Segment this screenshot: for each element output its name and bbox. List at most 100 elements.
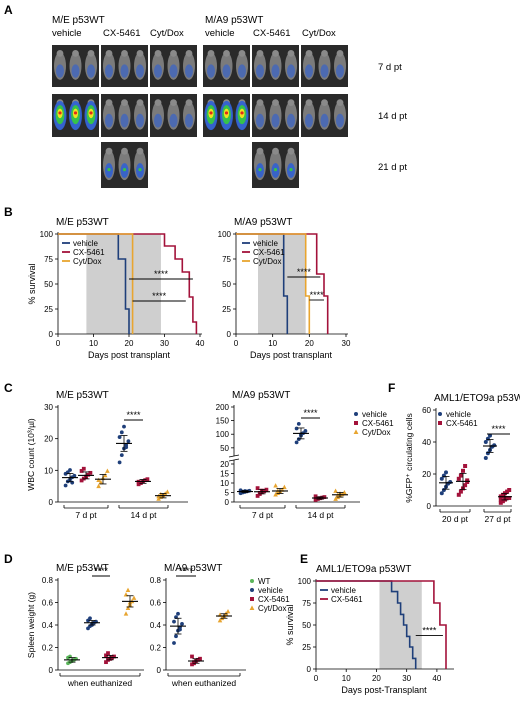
significance-label: **** <box>154 269 169 279</box>
legend-label: CX-5461 <box>73 248 105 257</box>
y-tick-label: 0 <box>49 666 54 675</box>
signal-green <box>289 168 293 172</box>
marker-cx5461 <box>79 469 84 473</box>
marker-cx5461 <box>507 488 512 492</box>
marker-cx5461 <box>313 498 318 502</box>
marker-cx5461 <box>196 657 200 662</box>
marker-cx5461 <box>498 500 503 505</box>
axis-break-mark <box>228 454 240 458</box>
marker-vehicle <box>176 611 180 616</box>
signal-blue <box>120 113 129 128</box>
mouse-head <box>121 50 128 57</box>
y-tick-label: 100 <box>216 430 230 439</box>
y-tick-label: 15 <box>220 470 229 479</box>
chart-b-me-survival: M/E p53WT 0 25 50 75 100 0 10 20 30 40 Days post tr… <box>27 217 205 360</box>
marker-cx5461 <box>136 482 141 487</box>
signal-blue <box>136 113 144 128</box>
signal-blue <box>185 64 193 78</box>
chart-title: M/A9 p53WT <box>232 390 290 401</box>
y-tick-label: 150 <box>216 417 230 426</box>
mouse-head <box>256 50 264 57</box>
marker-cx5461 <box>505 489 510 494</box>
signal-red <box>89 111 93 115</box>
panel-a-me-cx5461: CX-5461 <box>103 28 141 39</box>
y-tick-label: 0 <box>227 330 232 339</box>
axis-break <box>229 456 239 460</box>
marker-vehicle <box>354 412 358 416</box>
marker-vehicle <box>180 621 184 626</box>
marker-cytdox <box>275 490 281 495</box>
chart-b-ma9-survival: M/A9 p53WT 0 25 50 75 100 0 10 20 30 Days post tra… <box>218 217 351 360</box>
y-tick-label: 0 <box>49 330 54 339</box>
marker-cytdox <box>225 609 231 614</box>
mouse-head <box>185 50 193 57</box>
legend-label: Cyt/Dox <box>253 257 281 266</box>
legend-label: CX-5461 <box>258 595 290 604</box>
significance-label: **** <box>303 408 318 418</box>
marker-cx5461 <box>198 656 202 661</box>
marker-cx5461 <box>79 478 84 483</box>
y-tick-label: 75 <box>302 599 311 608</box>
x-tick-label: 30 <box>402 674 411 683</box>
significance-label: **** <box>297 267 312 277</box>
mouse-head <box>272 50 279 57</box>
y-tick-label: 100 <box>40 230 54 239</box>
marker-vehicle <box>72 473 77 478</box>
marker-cx5461 <box>106 651 110 656</box>
treatment-window <box>258 234 306 334</box>
significance-label: **** <box>422 626 437 636</box>
marker-vehicle <box>439 476 444 481</box>
mouse-head <box>272 99 279 106</box>
y-tick-label: 0.4 <box>150 621 162 630</box>
chart-title: M/E p53WT <box>56 563 109 574</box>
mouse-head <box>256 147 264 155</box>
mouse-head <box>154 50 162 57</box>
marker-cx5461 <box>456 492 461 497</box>
group-label: when euthanized <box>171 678 237 688</box>
group-label: 14 d pt <box>308 510 335 520</box>
x-axis-label: Days post transplant <box>250 350 333 360</box>
marker-vehicle <box>492 443 497 448</box>
y-tick-label: 10 <box>220 479 229 488</box>
signal-blue <box>207 64 215 78</box>
mouse-head <box>136 50 144 57</box>
significance-label: **** <box>152 291 167 301</box>
y-tick-label: 0.2 <box>150 644 162 653</box>
treatment-window <box>379 581 422 669</box>
mouse-head <box>336 50 344 57</box>
marker-vehicle <box>119 453 124 458</box>
marker-cx5461 <box>86 472 91 477</box>
marker-cx5461 <box>463 464 468 468</box>
marker-cx5461 <box>463 483 468 488</box>
y-tick-label: 25 <box>302 643 311 652</box>
signal-blue <box>105 64 113 78</box>
significance-label: **** <box>491 424 506 434</box>
mouse-head <box>72 50 79 57</box>
signal-blue <box>271 64 280 78</box>
panel-label-c: C <box>4 381 13 395</box>
marker-cytdox <box>273 492 278 497</box>
y-tick-label: 0.2 <box>42 644 54 653</box>
survival-line-cytdox <box>236 233 311 334</box>
chart-title: M/E p53WT <box>56 390 109 401</box>
marker-vehicle <box>294 426 299 431</box>
signal-red <box>224 111 229 115</box>
y-tick-label: 20 <box>44 435 53 444</box>
x-axis-label: Days post transplant <box>88 350 171 360</box>
marker-cytdox <box>333 496 338 501</box>
x-tick-label: 20 <box>125 339 134 348</box>
marker-cytdox <box>333 488 338 493</box>
y-tick-label: 30 <box>44 403 53 412</box>
mouse-head <box>305 50 313 57</box>
signal-blue <box>287 113 295 128</box>
significance-label: **** <box>126 410 141 420</box>
signal-blue <box>271 113 280 128</box>
mouse-head <box>56 50 64 57</box>
signal-green <box>273 168 278 172</box>
marker-cytdox <box>98 479 104 485</box>
bioluminescence-image-grid <box>52 45 348 188</box>
marker-vehicle <box>483 456 488 460</box>
legend-label: CX-5461 <box>331 595 363 604</box>
